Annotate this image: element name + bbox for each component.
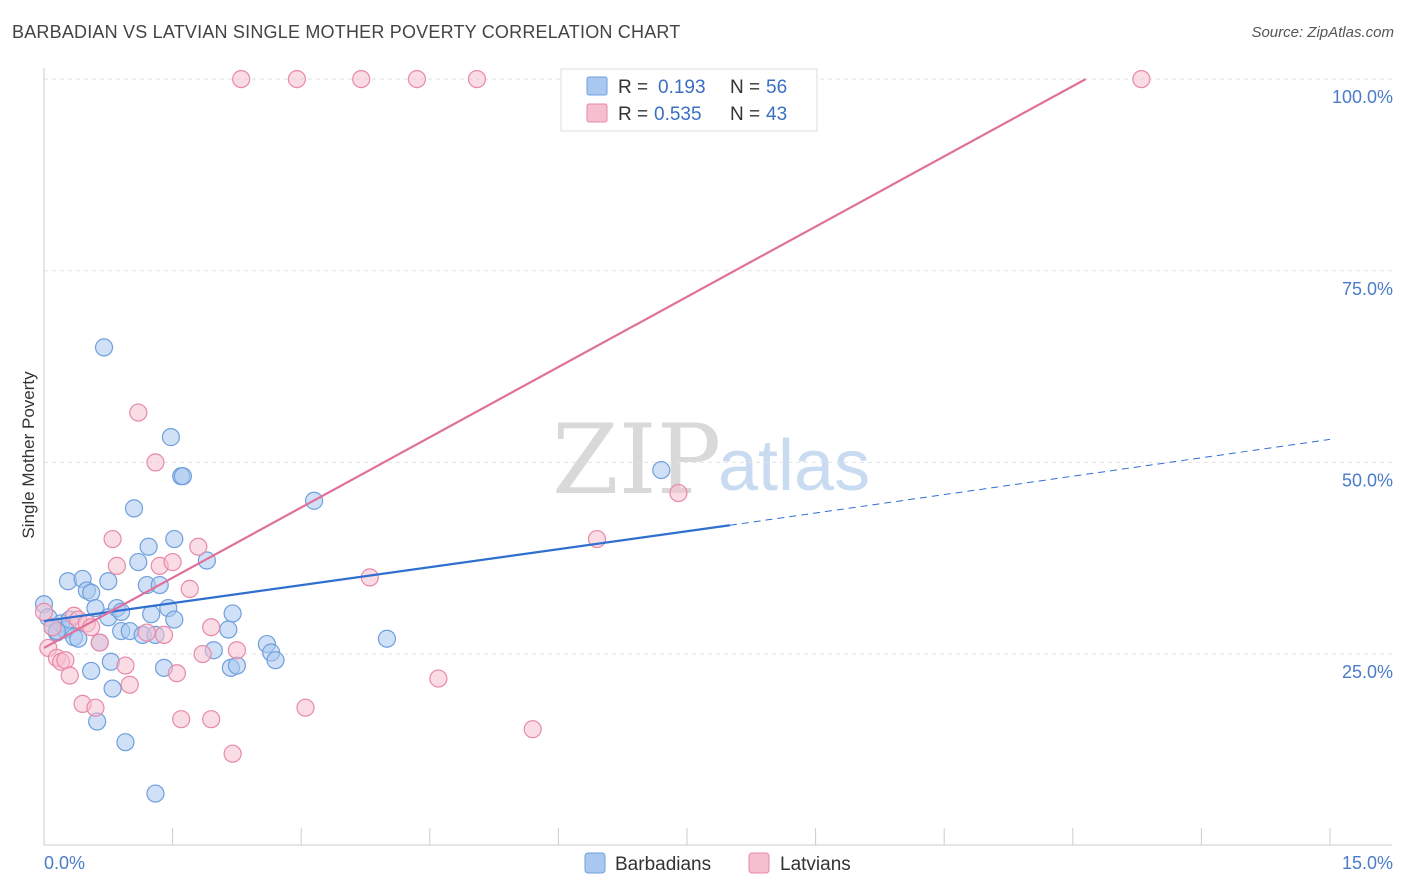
latvian-point [90,633,109,652]
barbadian-point [139,537,158,556]
grid-layer [44,78,1392,655]
latvian-point [146,453,165,472]
legend-r-label-1: R = [618,77,648,98]
series-legend: Barbadians Latvians [584,852,851,875]
trend-layer [43,78,1331,649]
barbadian-point [116,733,135,752]
latvian-point [60,666,79,685]
series-legend-swatch-barbadians [584,852,606,874]
latvian-point [43,618,62,637]
latvian-point [129,403,148,422]
barbadian-point [124,499,144,518]
correlation-legend: R = 0.193 N = 56 R = 0.535 N = 43 [560,68,818,132]
latvian-point [172,710,191,729]
y-axis-label: Single Mother Poverty [19,371,38,539]
series-legend-label-barbadians: Barbadians [615,854,711,875]
latvian-point [429,669,448,688]
barbadian-point [173,467,192,486]
latvian-point [669,483,688,503]
latvian-trend-line [43,78,1087,649]
y-tick-label: 75.0% [1342,279,1393,299]
barbadian-point [142,605,161,624]
legend-r-value-2: 0.535 [654,104,702,125]
barbadian-point [129,552,148,572]
latvian-point [227,641,246,660]
y-tick-label: 25.0% [1342,662,1393,682]
legend-r-label-2: R = [618,104,648,125]
barbadian-point [82,661,101,681]
points-layer [34,69,1151,803]
barbadian-point [146,784,165,803]
barbadian-point [266,651,285,670]
chart-title: BARBADIAN VS LATVIAN SINGLE MOTHER POVER… [12,22,681,42]
latvian-point [407,69,427,89]
latvian-point [86,698,105,717]
series-legend-swatch-latvians [748,852,770,874]
y-tick-label: 50.0% [1342,470,1393,490]
latvian-point [287,69,307,89]
latvian-point [116,656,135,675]
latvian-point [523,720,542,739]
legend-swatch-barbadians [586,76,608,96]
latvian-point [352,69,371,89]
barbadian-trend-extension [729,438,1331,526]
legend-r-value-1: 0.193 [658,77,706,98]
latvian-point [202,710,221,729]
barbadian-point [165,529,184,549]
y-tick-label: 100.0% [1332,87,1393,107]
barbadian-point [377,629,397,648]
latvian-point [189,537,208,556]
latvian-point [34,602,54,621]
barbadian-point [223,604,242,623]
legend-n-label-1: N = [730,77,760,98]
latvian-point [154,625,174,644]
latvian-point [103,529,122,549]
watermark-zip: ZIP [552,404,721,516]
watermark-atlas: atlas [718,426,870,506]
latvian-point [202,618,221,637]
latvian-point [467,69,487,89]
legend-swatch-latvians [586,103,608,123]
barbadian-point [94,338,114,357]
barbadian-point [103,679,122,698]
axis-layer: 25.0% 50.0% 75.0% 100.0% [43,68,1393,846]
legend-n-value-1: 56 [766,77,787,98]
latvian-point [56,651,75,670]
legend-n-label-2: N = [730,104,760,125]
legend-n-value-2: 43 [766,104,787,125]
latvian-point [180,579,199,598]
latvian-point [163,552,182,572]
barbadian-point [99,572,118,591]
barbadian-point [82,583,101,602]
source-credit: Source: ZipAtlas.com [1251,24,1394,41]
barbadian-point [161,428,180,447]
barbadian-point [652,460,671,480]
x-tick-label-max: 15.0% [1342,853,1393,873]
latvian-point [107,556,126,575]
series-legend-label-latvians: Latvians [780,854,851,875]
latvian-point [296,698,315,717]
latvian-point [232,69,251,89]
latvian-point [137,623,156,642]
latvian-point [1132,69,1151,89]
latvian-point [167,664,186,683]
latvian-point [193,644,212,664]
barbadian-point [227,656,246,675]
barbadian-trend-line [43,524,731,623]
latvian-point [223,744,242,763]
barbadian-point [219,620,238,639]
latvian-point [120,675,139,694]
x-tick-label-min: 0.0% [44,853,85,873]
barbadian-point [165,610,184,629]
